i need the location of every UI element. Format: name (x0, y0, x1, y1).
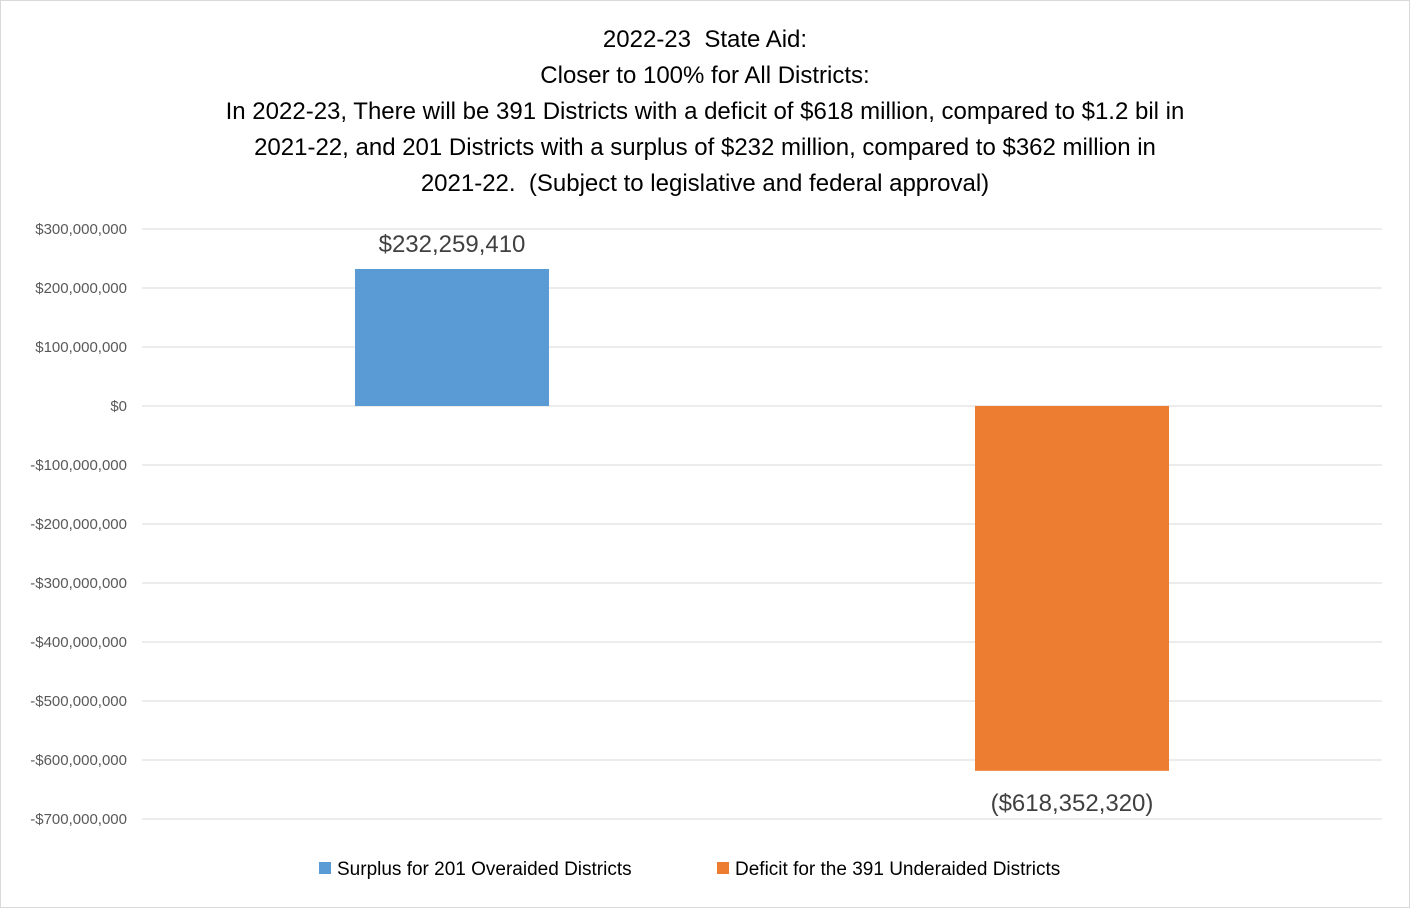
legend-swatch-surplus (319, 862, 331, 874)
y-tick-label: $300,000,000 (35, 221, 127, 238)
y-tick-label: -$400,000,000 (30, 634, 127, 651)
y-tick-label: $100,000,000 (35, 339, 127, 356)
title-line-4: 2021-22, and 201 Districts with a surplu… (254, 134, 1156, 161)
data-labels: $232,259,410 ($618,352,320) (379, 231, 1154, 817)
bars (355, 268, 1169, 771)
legend-label-surplus: Surplus for 201 Overaided Districts (337, 859, 632, 880)
title-line-5: 2021-22. (Subject to legislative and fed… (420, 170, 990, 197)
y-tick-label: $200,000,000 (35, 280, 127, 297)
y-tick-label: -$300,000,000 (30, 575, 127, 592)
bar-surplus (355, 268, 549, 406)
legend-swatch-deficit (717, 862, 729, 874)
y-tick-label: -$200,000,000 (30, 516, 127, 533)
y-axis-tick-labels: $300,000,000 $200,000,000 $100,000,000 $0 -$… (30, 221, 127, 828)
y-tick-label: -$700,000,000 (30, 811, 127, 828)
y-tick-label: $0 (110, 398, 127, 415)
y-tick-label: -$500,000,000 (30, 693, 127, 710)
legend-label-deficit: Deficit for the 391 Underaided Districts (735, 859, 1060, 880)
chart-title: 2022-23 State Aid: Closer to 100% for Al… (0, 22, 1410, 202)
bar-deficit (975, 406, 1169, 771)
title-line-2: Closer to 100% for All Districts: (540, 62, 870, 89)
y-tick-label: -$600,000,000 (30, 752, 127, 769)
data-label-deficit: ($618,352,320) (991, 790, 1154, 817)
title-line-3: In 2022-23, There will be 391 Districts … (225, 98, 1185, 125)
gridlines (142, 228, 1382, 820)
legend: Surplus for 201 Overaided Districts Defi… (319, 859, 1060, 880)
title-line-1: 2022-23 State Aid: (602, 26, 808, 53)
data-label-surplus: $232,259,410 (379, 231, 526, 258)
y-tick-label: -$100,000,000 (30, 457, 127, 474)
